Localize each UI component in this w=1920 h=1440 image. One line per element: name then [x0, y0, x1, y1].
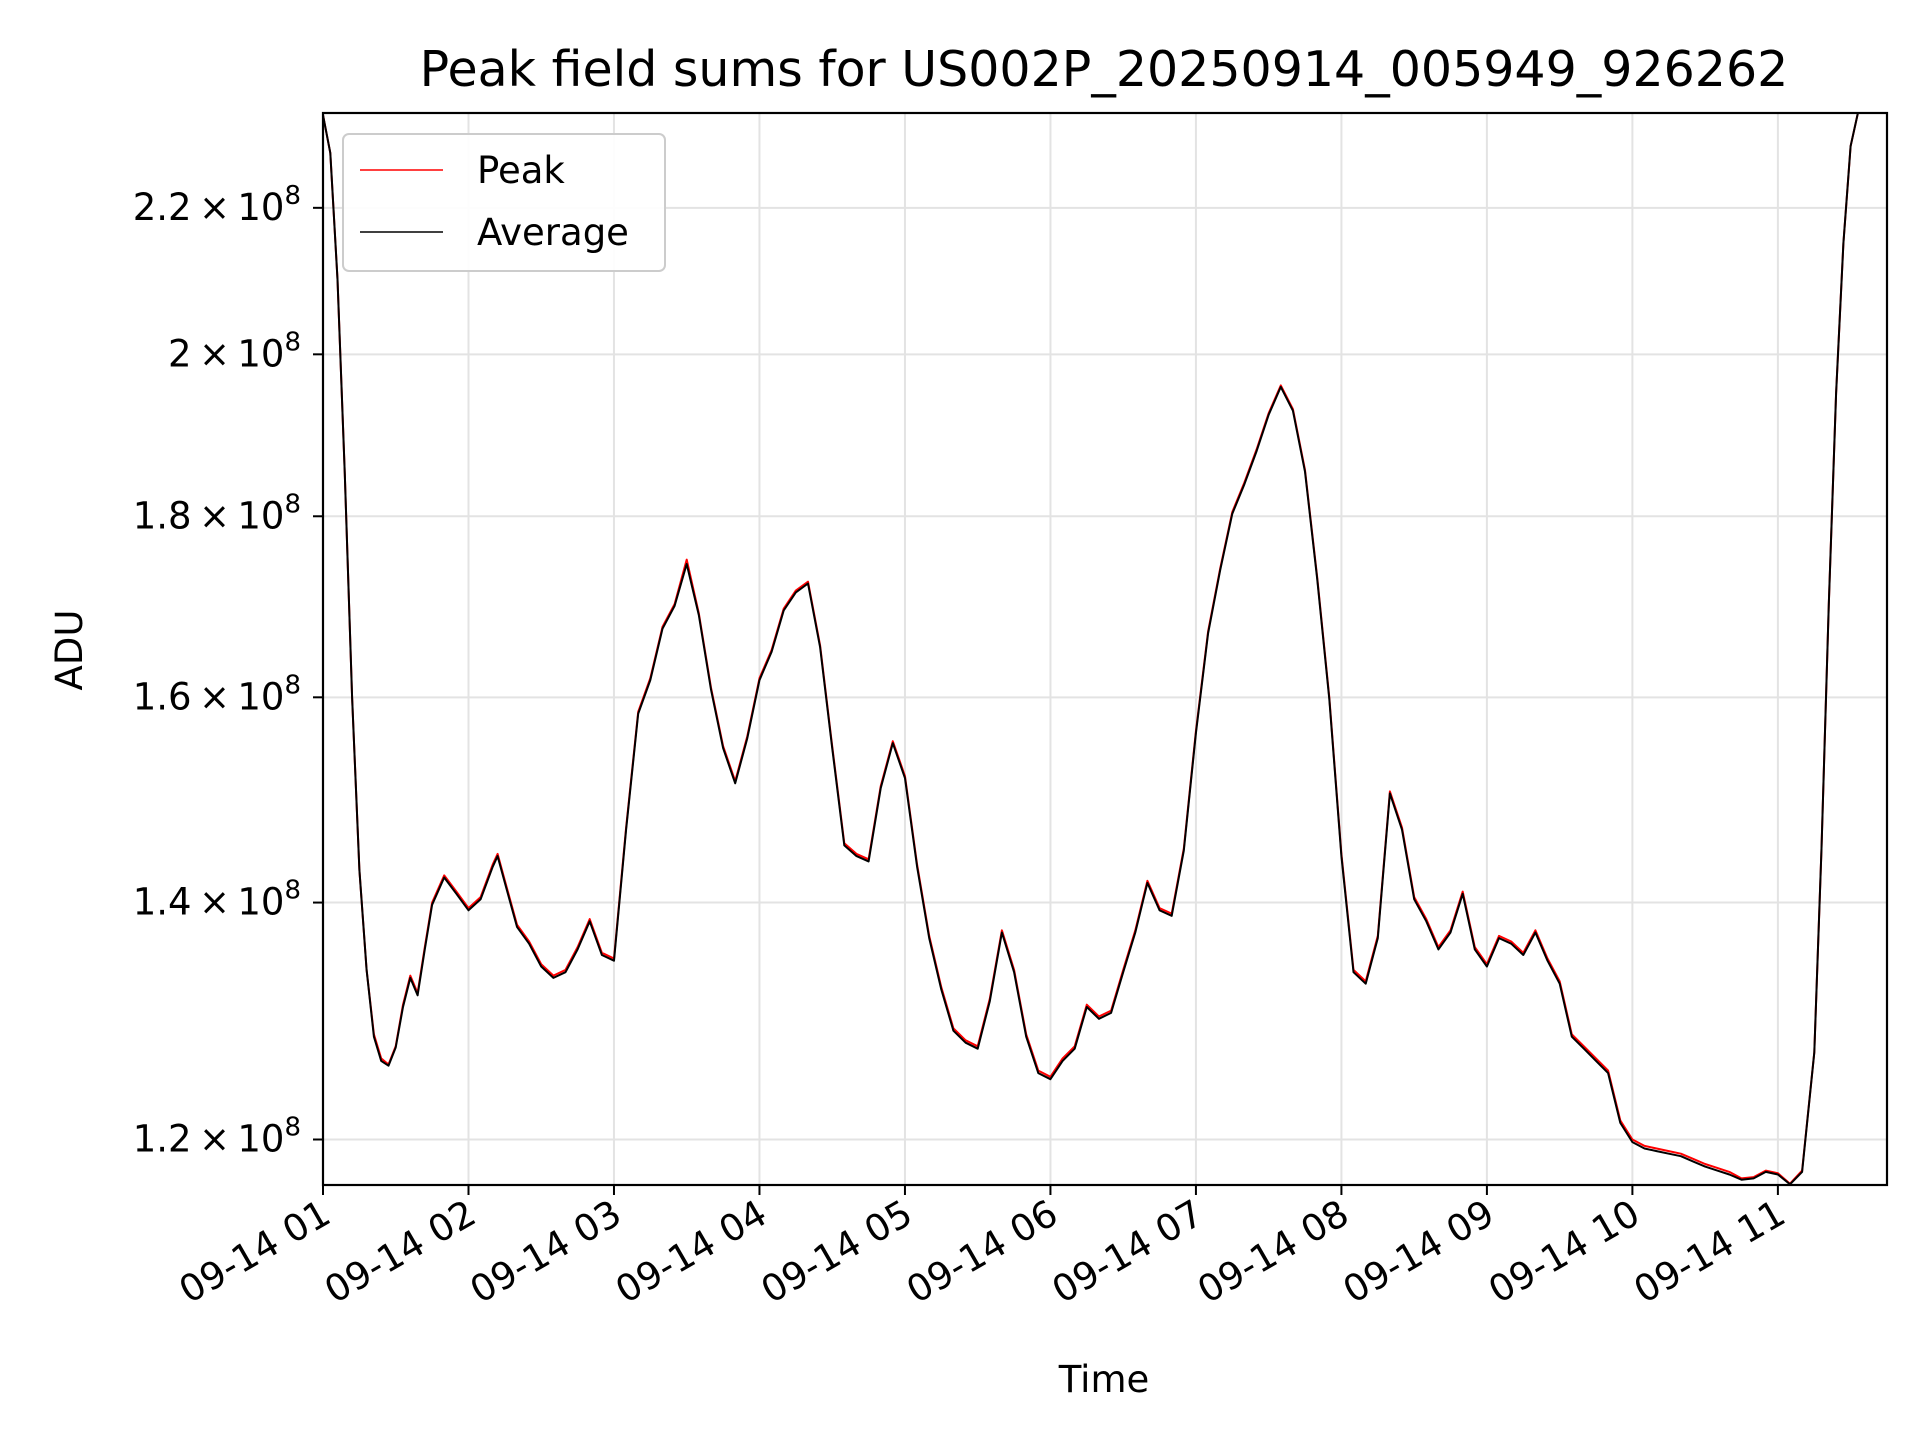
plot-lines — [323, 113, 1880, 1185]
y-axis-label: ADU — [48, 610, 91, 691]
y-tick-mantissa: 1.4 × 10 — [133, 881, 285, 924]
y-tick-mantissa: 1.8 × 10 — [133, 494, 285, 537]
y-tick-mantissa: 1.2 × 10 — [133, 1118, 285, 1161]
legend-label-average: Average — [477, 211, 629, 254]
legend-box — [342, 133, 666, 272]
x-axis-label: Time — [1058, 1358, 1150, 1401]
y-tick-exponent: 8 — [284, 876, 301, 906]
plot-frame — [321, 111, 1889, 1187]
y-tick-label: 2.2 × 108 — [133, 181, 301, 229]
y-tick-label: 2 × 108 — [168, 327, 301, 375]
y-tick-label: 1.8 × 108 — [133, 489, 301, 537]
legend: Peak Average — [342, 133, 666, 272]
y-tick-label: 1.4 × 108 — [133, 876, 301, 924]
y-tick-exponent: 8 — [284, 489, 301, 519]
y-tick-mantissa: 1.6 × 10 — [133, 675, 285, 718]
y-tick-mantissa: 2.2 × 10 — [133, 186, 285, 229]
legend-label-peak: Peak — [477, 149, 565, 192]
series-line-average — [323, 113, 1880, 1185]
y-tick-exponent: 8 — [284, 327, 301, 357]
y-tick-mantissa: 2 × 10 — [168, 332, 284, 375]
chart-title: Peak field sums for US002P_20250914_0059… — [420, 41, 1789, 98]
y-tick-label: 1.2 × 108 — [133, 1113, 301, 1161]
y-tick-exponent: 8 — [284, 670, 301, 700]
y-tick-exponent: 8 — [284, 181, 301, 211]
y-tick-label: 1.6 × 108 — [133, 670, 301, 718]
grid — [322, 113, 1887, 1185]
y-tick-exponent: 8 — [284, 1113, 301, 1143]
